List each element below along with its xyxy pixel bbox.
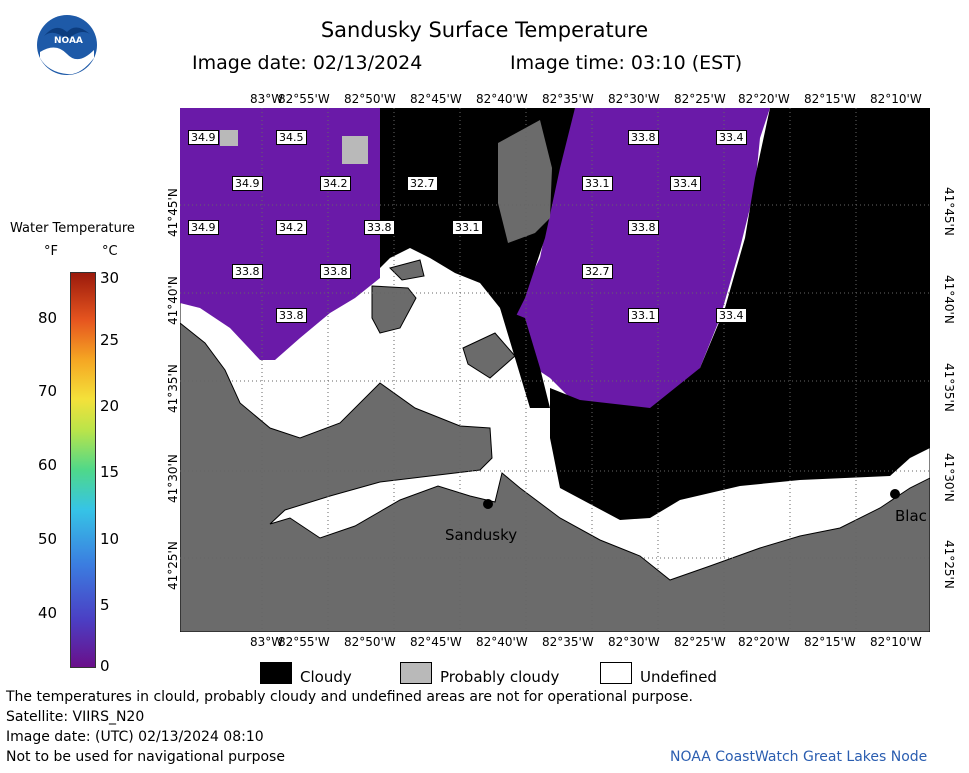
longitude-label: 82°45'W — [410, 92, 462, 106]
map-title: Sandusky Surface Temperature — [320, 18, 649, 42]
mainland — [180, 322, 930, 632]
temperature-label: 34.9 — [188, 220, 219, 235]
scale-f-tick: 70 — [38, 382, 58, 400]
cloud-patch — [500, 308, 550, 408]
scale-c-tick: 20 — [100, 397, 120, 415]
longitude-label: 82°30'W — [608, 92, 660, 106]
logo-text: NOAA — [54, 36, 83, 46]
temperature-label: 33.1 — [582, 176, 613, 191]
scale-title: Water Temperature — [10, 221, 135, 236]
longitude-label: 83°W — [250, 92, 284, 106]
scale-c-tick: 15 — [100, 463, 120, 481]
scale-f-tick: 80 — [38, 309, 58, 327]
scale-c-label: °C — [102, 244, 118, 259]
longitude-label: 82°15'W — [804, 635, 856, 649]
footer-utc-date: Image date: (UTC) 02/13/2024 08:10 — [6, 729, 264, 745]
temperature-label: 34.5 — [276, 130, 307, 145]
probably-cloudy-island — [498, 120, 552, 243]
temperature-label: 33.8 — [364, 220, 395, 235]
legend-undefined-swatch — [600, 662, 632, 684]
legend-undefined-label: Undefined — [640, 668, 717, 686]
longitude-label: 82°35'W — [542, 92, 594, 106]
latitude-label-left: 41°45'N — [166, 188, 180, 237]
temperature-label: 33.4 — [670, 176, 701, 191]
longitude-label: 82°50'W — [344, 635, 396, 649]
temperature-label: 33.4 — [716, 308, 747, 323]
footer-nav-warning: Not to be used for navigational purpose — [6, 749, 285, 765]
latitude-label-right: 41°30'N — [942, 453, 956, 502]
longitude-label: 82°15'W — [804, 92, 856, 106]
longitude-label: 82°10'W — [870, 92, 922, 106]
temperature-label: 33.8 — [628, 220, 659, 235]
longitude-label: 82°50'W — [344, 92, 396, 106]
temperature-label: 34.9 — [232, 176, 263, 191]
temperature-label: 33.8 — [628, 130, 659, 145]
legend-cloudy-swatch — [260, 662, 292, 684]
scale-f-tick: 50 — [38, 530, 58, 548]
latitude-label-left: 41°40'N — [166, 276, 180, 325]
legend-probably-cloudy-label: Probably cloudy — [440, 668, 560, 686]
legend-cloudy-label: Cloudy — [300, 668, 352, 686]
noaa-logo: NOAA — [36, 14, 98, 76]
latitude-label-right: 41°35'N — [942, 363, 956, 412]
scale-c-tick: 10 — [100, 530, 120, 548]
footer-credit: NOAA CoastWatch Great Lakes Node — [670, 749, 928, 765]
temperature-label: 34.2 — [320, 176, 351, 191]
temperature-map — [180, 108, 930, 632]
temperature-label: 33.8 — [320, 264, 351, 279]
scale-c-tick: 5 — [100, 596, 110, 614]
temperature-label: 33.8 — [232, 264, 263, 279]
scale-f-tick: 60 — [38, 456, 58, 474]
longitude-label: 82°20'W — [738, 92, 790, 106]
latitude-label-right: 41°45'N — [942, 187, 956, 236]
temperature-label: 34.9 — [188, 130, 219, 145]
scale-c-tick: 30 — [100, 269, 120, 287]
latitude-label-left: 41°35'N — [166, 364, 180, 413]
longitude-label: 82°40'W — [476, 635, 528, 649]
longitude-label: 82°45'W — [410, 635, 462, 649]
longitude-label: 82°40'W — [476, 92, 528, 106]
temperature-label: 33.1 — [452, 220, 483, 235]
temperature-label: 33.4 — [716, 130, 747, 145]
scale-c-tick: 0 — [100, 657, 110, 675]
longitude-label: 82°25'W — [674, 92, 726, 106]
temperature-label: 32.7 — [407, 176, 438, 191]
temperature-label: 33.1 — [628, 308, 659, 323]
longitude-label: 82°35'W — [542, 635, 594, 649]
noaa-logo-icon — [37, 15, 97, 75]
footer-disclaimer: The temperatures in clould, probably clo… — [6, 689, 693, 705]
longitude-label: 82°20'W — [738, 635, 790, 649]
longitude-label: 82°55'W — [278, 92, 330, 106]
longitude-label: 83°W — [250, 635, 284, 649]
latitude-label-left: 41°30'N — [166, 454, 180, 503]
city-label-blac: Blac — [895, 507, 927, 525]
temperature-label: 34.2 — [276, 220, 307, 235]
image-date: Image date: 02/13/2024 — [192, 52, 423, 74]
latitude-label-right: 41°40'N — [942, 275, 956, 324]
city-label-sandusky: Sandusky — [445, 526, 518, 544]
scale-c-tick: 25 — [100, 331, 120, 349]
longitude-label: 82°55'W — [278, 635, 330, 649]
longitude-label: 82°25'W — [674, 635, 726, 649]
temperature-label: 33.8 — [276, 308, 307, 323]
color-scale-bar — [70, 272, 96, 668]
latitude-label-left: 41°25'N — [166, 541, 180, 590]
footer-satellite: Satellite: VIIRS_N20 — [6, 709, 145, 725]
scale-f-label: °F — [44, 244, 58, 259]
temperature-label: 32.7 — [582, 264, 613, 279]
latitude-label-right: 41°25'N — [942, 540, 956, 589]
image-time: Image time: 03:10 (EST) — [510, 52, 743, 74]
legend-probably-cloudy-swatch — [400, 662, 432, 684]
scale-f-tick: 40 — [38, 604, 58, 622]
longitude-label: 82°30'W — [608, 635, 660, 649]
longitude-label: 82°10'W — [870, 635, 922, 649]
water-east — [515, 108, 770, 408]
